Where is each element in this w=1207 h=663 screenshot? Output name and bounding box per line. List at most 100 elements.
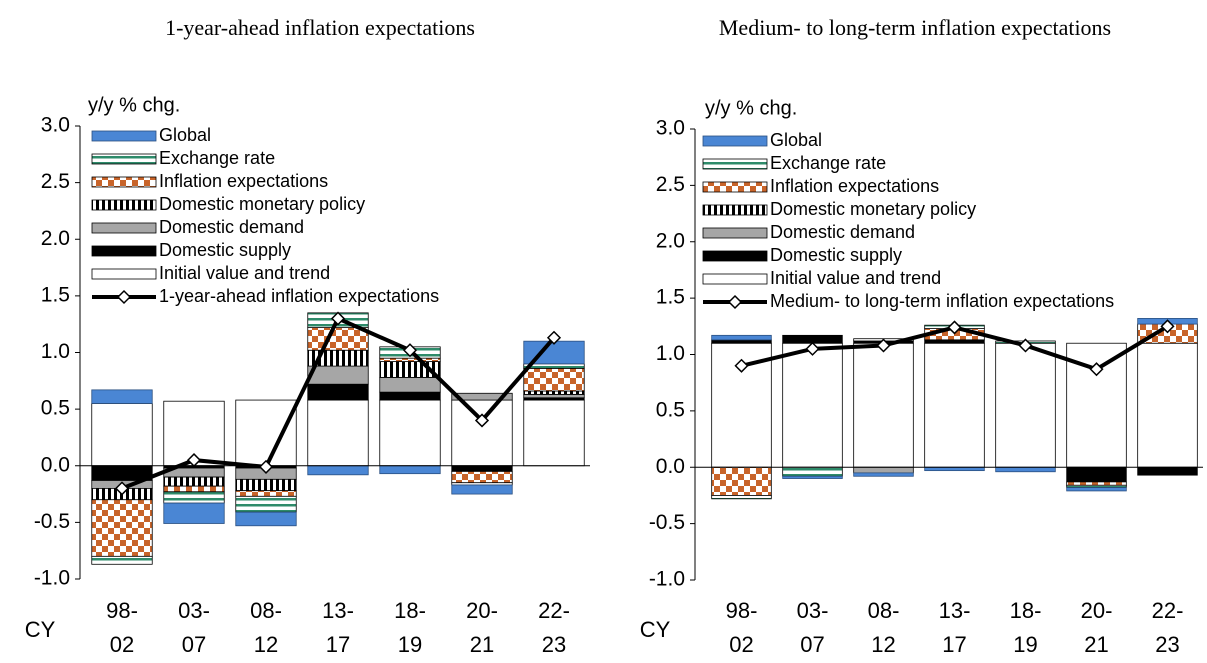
legend-label: Exchange rate	[770, 153, 886, 173]
y-tick-label: 1.5	[41, 283, 70, 306]
bar-segment	[307, 327, 369, 351]
y-tick-label: 1.5	[656, 286, 685, 309]
bar-segment	[91, 389, 153, 404]
x-tick-label: 18- 19	[394, 598, 426, 657]
chart-title: 1-year-ahead inflation expectations	[165, 15, 475, 40]
bar-segment	[163, 476, 225, 487]
y-tick-label: 2.0	[656, 229, 685, 252]
line-marker	[114, 481, 130, 496]
bar-segment	[523, 399, 585, 467]
line-marker	[734, 358, 749, 373]
line-marker	[546, 330, 562, 345]
bar-segment	[91, 403, 153, 467]
legend-swatch	[702, 181, 768, 193]
bar-segment	[163, 502, 225, 524]
legend-label: Domestic demand	[159, 217, 304, 237]
x-tick-label: 13- 17	[938, 598, 971, 657]
legend-label: Inflation expectations	[159, 171, 328, 191]
bar-segment	[523, 390, 585, 395]
bar-segment	[379, 399, 441, 467]
legend-swatch	[702, 227, 768, 239]
x-tick-label: 22- 23	[538, 598, 570, 657]
legend-label: Initial value and trend	[159, 263, 330, 283]
bar-segment	[711, 339, 772, 344]
bar-segment	[711, 334, 772, 341]
bar-segment	[924, 339, 985, 344]
bar-segment	[523, 367, 585, 392]
line-marker	[474, 413, 490, 428]
line-marker	[258, 459, 274, 474]
x-tick-label: 03- 07	[178, 598, 210, 657]
legend-label: Domestic supply	[159, 240, 291, 260]
bar-segment	[782, 466, 843, 477]
legend-swatch	[702, 158, 768, 170]
y-tick-label: 3.0	[656, 117, 685, 140]
bar-segment	[235, 399, 297, 467]
bar-segment	[995, 342, 1056, 468]
bar-segment	[1066, 466, 1127, 483]
bar-segment	[782, 342, 843, 468]
bar-segment	[1066, 487, 1127, 492]
bar-segment	[711, 466, 772, 496]
line-marker	[330, 311, 346, 326]
x-tick-label: 18- 19	[1009, 598, 1042, 657]
y-tick-label: 2.5	[656, 173, 685, 196]
legend-swatch	[727, 294, 743, 310]
y-tick-label: -1.0	[649, 568, 685, 591]
legend-swatch	[91, 153, 157, 165]
bar-segment	[451, 399, 513, 467]
legend-label: Initial value and trend	[770, 268, 941, 288]
bar-segment	[523, 394, 585, 399]
bar-segment	[163, 485, 225, 493]
bar-segment	[379, 377, 441, 393]
bar-segment	[995, 466, 1056, 473]
legend-label: Inflation expectations	[770, 176, 939, 196]
x-tick-label: 20- 21	[1080, 598, 1113, 657]
bar-segment	[451, 471, 513, 484]
legend-label: Domestic supply	[770, 245, 902, 265]
legend-label: 1-year-ahead inflation expectations	[159, 286, 439, 306]
y-tick-label: -1.0	[34, 567, 70, 590]
bar-segment	[1066, 481, 1127, 486]
x-tick-label: 08- 12	[250, 598, 282, 657]
legend-label: Exchange rate	[159, 148, 275, 168]
line-marker	[947, 320, 962, 335]
chart-title: Medium- to long-term inflation expectati…	[719, 15, 1111, 40]
y-axis-label: y/y % chg.	[705, 97, 797, 119]
y-tick-label: 1.0	[656, 342, 685, 365]
x-tick-label: 98- 02	[725, 598, 758, 657]
x-tick-label: 03- 07	[796, 598, 829, 657]
legend-swatch	[702, 250, 768, 262]
bar-segment	[711, 495, 772, 500]
bar-segment	[782, 475, 843, 479]
bar-segment	[853, 472, 914, 477]
bar-segment	[379, 391, 441, 401]
bar-segment	[379, 357, 441, 362]
y-tick-label: -0.5	[34, 510, 70, 533]
line-marker	[1160, 319, 1175, 334]
bar-segment	[924, 342, 985, 468]
x-tick-label: 20- 21	[466, 598, 498, 657]
legend-label: Domestic monetary policy	[159, 194, 365, 214]
bar-segment	[235, 490, 297, 497]
y-tick-label: -0.5	[649, 511, 685, 534]
legend-label: Global	[770, 130, 822, 150]
legend-label: Domestic demand	[770, 222, 915, 242]
bar-segment	[379, 465, 441, 475]
bar-segment	[307, 465, 369, 476]
bar-segment	[1137, 342, 1198, 468]
y-tick-label: 0.5	[41, 397, 70, 420]
bar-segment	[853, 342, 914, 468]
x-axis-label: CY	[25, 617, 56, 642]
legend-label: Domestic monetary policy	[770, 199, 976, 219]
bar-segment	[235, 478, 297, 492]
line-marker	[876, 338, 891, 353]
bar-segment	[307, 383, 369, 401]
legend-swatch	[116, 289, 132, 305]
line-marker	[402, 343, 418, 358]
x-axis-label: CY	[640, 617, 671, 642]
y-tick-label: 2.5	[41, 170, 70, 193]
legend-label: Global	[159, 125, 211, 145]
